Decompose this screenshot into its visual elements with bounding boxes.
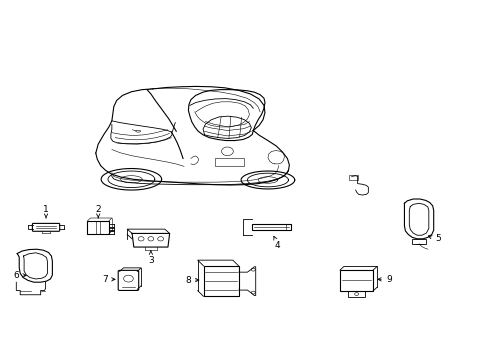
Text: 6: 6	[14, 271, 19, 280]
Bar	[203, 266, 238, 296]
Text: 4: 4	[274, 241, 280, 250]
Text: 3: 3	[148, 256, 153, 265]
Bar	[251, 225, 290, 230]
Bar	[347, 291, 365, 297]
Bar	[215, 158, 244, 166]
Text: 7: 7	[102, 275, 108, 284]
Text: 5: 5	[435, 234, 441, 243]
Text: 1: 1	[43, 205, 49, 214]
Bar	[411, 239, 425, 244]
Bar	[87, 221, 109, 234]
Text: 2: 2	[95, 205, 101, 214]
Text: 9: 9	[385, 275, 391, 284]
Bar	[339, 270, 372, 291]
Bar	[348, 175, 357, 180]
Text: 8: 8	[185, 275, 190, 284]
